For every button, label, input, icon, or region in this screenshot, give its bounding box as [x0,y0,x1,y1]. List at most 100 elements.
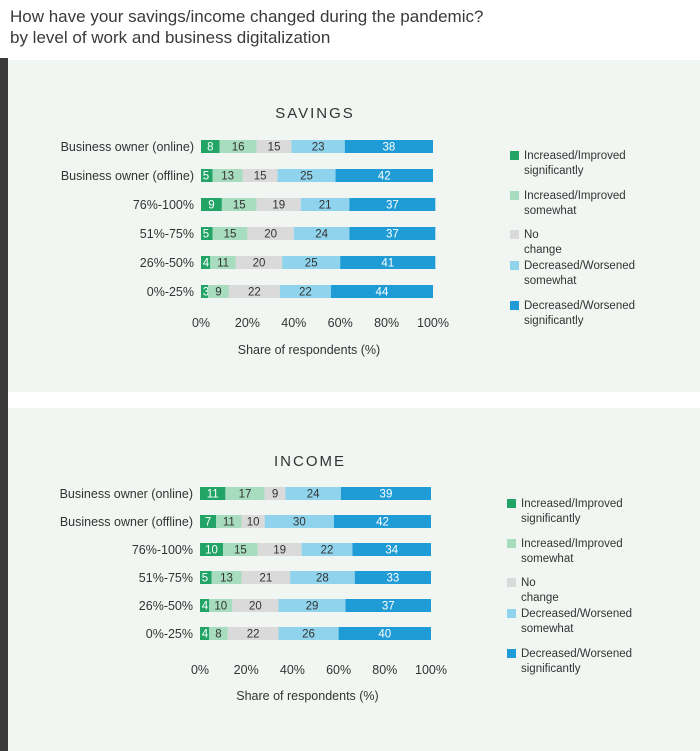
income-x-tick-label: 40% [280,663,305,677]
savings-data-label: 23 [312,142,325,154]
savings-bar-segment [228,285,280,298]
savings-panel: SAVINGS Business owner (online) 8 16 15 23 38 B… [8,60,700,392]
income-data-label: 28 [316,573,329,585]
income-data-label: 40 [378,629,391,641]
savings-x-tick-label: 0% [192,316,210,330]
chart-title: How have your savings/income changed dur… [10,6,483,48]
income-bar-segment [278,627,339,640]
income-category-label: 26%-50% [139,599,193,613]
income-data-label: 11 [223,517,235,529]
income-chart: INCOME Business owner (online) 11 17 9 24 39 Bu… [60,453,632,703]
income-bar-segment [301,543,353,556]
savings-bar-segment [207,285,229,298]
savings-bar-segment [282,256,341,269]
income-data-label: 30 [293,517,306,529]
savings-bar-segment [247,227,294,240]
left-accent-bar [0,58,8,751]
savings-data-label: 15 [233,200,246,212]
income-bar-segment [290,571,355,584]
savings-bar-segment [340,256,436,269]
savings-bar-segment [219,140,257,153]
savings-legend-label: Decreased/Worsened significantly [524,300,635,327]
savings-data-label: 15 [224,229,237,241]
income-data-label: 42 [376,517,389,529]
income-legend-swatch [507,649,516,658]
savings-x-axis-label: Share of respondents (%) [238,343,380,357]
savings-chart: SAVINGS Business owner (online) 8 16 15 23 38 B… [61,105,635,357]
savings-bar-segment [210,256,236,269]
savings-data-label: 25 [305,258,318,270]
savings-data-label: 19 [272,200,285,212]
income-data-label: 19 [273,545,286,557]
savings-category-label: Business owner (offline) [61,169,194,183]
savings-bar-segment [201,227,213,240]
income-legend-label: Increased/Improved somewhat [521,538,623,565]
savings-data-label: 38 [383,142,396,154]
savings-bar-segment [256,198,301,211]
income-x-tick-label: 0% [191,663,209,677]
income-bar-segment [352,543,431,556]
income-bar-segment [264,487,286,500]
savings-data-label: 25 [300,171,313,183]
income-data-label: 8 [215,629,221,641]
income-bar-segment [200,515,217,528]
savings-bar-segment [293,227,350,240]
income-legend-label: Decreased/Worsened somewhat [521,608,632,635]
income-data-label: 10 [205,545,218,557]
savings-category-label: Business owner (online) [61,140,194,154]
income-bar-segment [241,571,291,584]
savings-data-label: 37 [386,229,399,241]
income-data-label: 17 [239,489,252,501]
savings-bar-segment [279,285,331,298]
income-bar-segment [216,515,242,528]
income-bar-segment [241,515,265,528]
income-data-label: 15 [234,545,247,557]
savings-bar-segment [212,169,243,182]
income-title: INCOME [274,453,346,470]
savings-data-label: 13 [221,171,234,183]
savings-bar-segment [242,169,278,182]
savings-bar-segment [201,140,220,153]
savings-data-label: 15 [268,142,281,154]
savings-data-label: 44 [376,287,389,299]
savings-data-label: 15 [254,171,267,183]
income-bar-segment [264,515,334,528]
income-legend-swatch [507,539,516,548]
savings-bar-segment [291,140,345,153]
income-bar-segment [209,627,228,640]
income-bar-segment [345,599,431,612]
savings-bar-segment [235,256,283,269]
income-category-label: 0%-25% [146,627,193,641]
income-data-label: 20 [249,601,262,613]
income-data-label: 9 [272,489,278,501]
income-x-tick-label: 100% [415,663,447,677]
income-data-label: 5 [202,573,208,585]
savings-bar-segment [344,140,433,153]
savings-bar-segment [201,256,211,269]
income-bar-segment [223,543,258,556]
income-data-label: 26 [302,629,315,641]
income-data-label: 11 [207,489,219,501]
income-panel: INCOME Business owner (online) 11 17 9 24 39 Bu… [8,408,700,751]
income-data-label: 10 [214,601,227,613]
income-data-label: 10 [247,517,260,529]
income-bar-segment [200,599,210,612]
income-data-label: 7 [205,517,211,529]
income-data-label: 33 [386,573,399,585]
income-bar-segment [200,487,226,500]
income-bar-segment [200,543,224,556]
income-legend-label: No change [521,577,559,604]
income-x-tick-label: 60% [326,663,351,677]
income-bar-segment [225,487,265,500]
income-bar-segment [200,627,210,640]
savings-bar-segment [201,198,222,211]
savings-data-label: 5 [203,171,209,183]
savings-bar-segment [330,285,433,298]
income-bar-segment [257,543,302,556]
savings-data-label: 37 [386,200,399,212]
savings-bar-segment [201,169,213,182]
savings-bar-segment [277,169,336,182]
income-data-label: 22 [247,629,260,641]
savings-bar-segment [221,198,257,211]
savings-bar-segment [349,198,436,211]
